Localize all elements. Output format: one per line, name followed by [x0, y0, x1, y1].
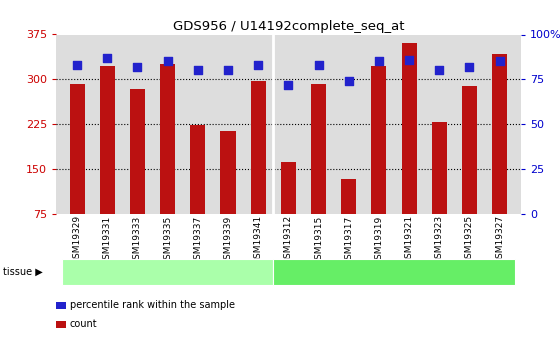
Bar — [462, 86, 477, 214]
Bar — [402, 43, 417, 214]
Bar — [371, 66, 386, 214]
Bar — [432, 122, 447, 214]
Point — [73, 62, 82, 68]
Bar — [100, 66, 115, 214]
Point — [133, 64, 142, 70]
Point — [103, 55, 112, 61]
Point — [314, 62, 323, 68]
Point — [223, 68, 232, 73]
Point — [163, 59, 172, 64]
Bar — [311, 83, 326, 214]
Point — [405, 57, 414, 62]
Bar — [221, 131, 236, 214]
Bar — [281, 162, 296, 214]
Text: percentile rank within the sample: percentile rank within the sample — [70, 300, 235, 310]
Bar — [251, 81, 266, 214]
Point — [495, 59, 504, 64]
Text: substantia nigra pars compacta: substantia nigra pars compacta — [316, 267, 472, 277]
Text: count: count — [70, 319, 97, 329]
Text: tissue ▶: tissue ▶ — [3, 267, 43, 277]
Text: ventral tegmental area: ventral tegmental area — [111, 267, 224, 277]
Point — [284, 82, 293, 88]
Bar — [130, 89, 145, 214]
Point — [344, 78, 353, 84]
Point — [435, 68, 444, 73]
Point — [465, 64, 474, 70]
Point — [193, 68, 202, 73]
Bar — [69, 83, 85, 214]
Bar — [492, 54, 507, 214]
Title: GDS956 / U14192complete_seq_at: GDS956 / U14192complete_seq_at — [172, 20, 404, 33]
Point — [375, 59, 384, 64]
Bar — [160, 64, 175, 214]
Point — [254, 62, 263, 68]
Bar — [341, 179, 356, 214]
Bar — [190, 125, 206, 214]
